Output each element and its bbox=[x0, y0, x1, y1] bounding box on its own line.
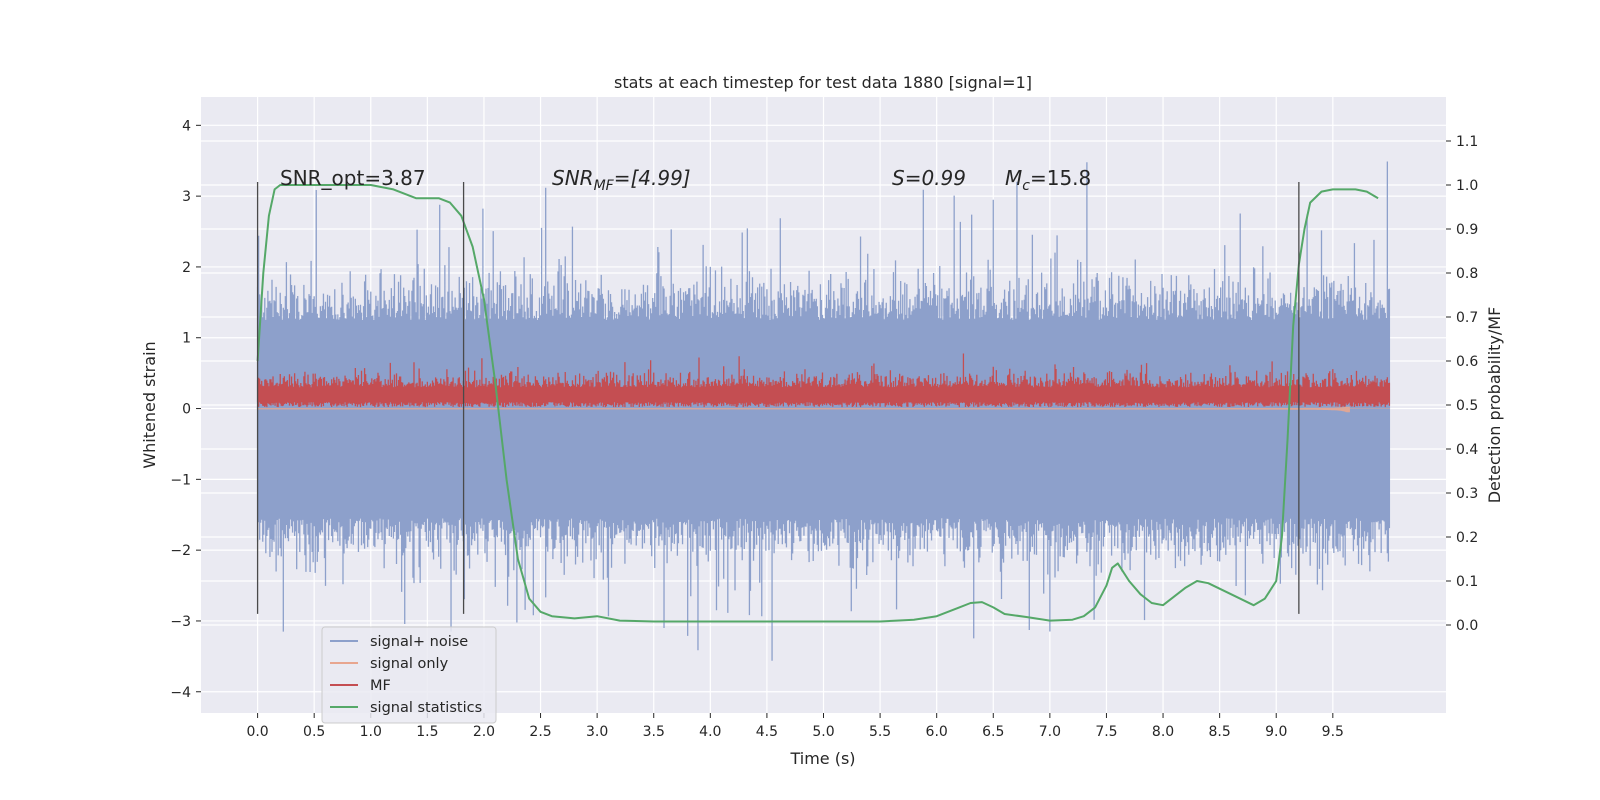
y-axis-label: Whitened strain bbox=[140, 341, 159, 468]
x-axis-label: Time (s) bbox=[789, 749, 855, 768]
marker-lines bbox=[256, 181, 1300, 614]
y-tick-label: 4 bbox=[182, 118, 191, 134]
x-tick-label: 7.5 bbox=[1095, 724, 1117, 740]
x-tick-label: 8.0 bbox=[1152, 724, 1174, 740]
y-right-tick-label: 0.8 bbox=[1456, 266, 1478, 282]
annotation-snr-mf: SNRMF=[4.99] bbox=[552, 166, 691, 194]
y-right-tick-label: 1.1 bbox=[1456, 134, 1478, 150]
x-tick-label: 3.0 bbox=[586, 724, 608, 740]
y-axis-right-label: Detection probability/MF bbox=[1485, 307, 1504, 504]
y-right-tick-label: 0.9 bbox=[1456, 222, 1478, 238]
x-tick-label: 7.0 bbox=[1039, 724, 1061, 740]
y-right-tick-label: 0.5 bbox=[1456, 398, 1478, 414]
y-right-tick-label: 0.4 bbox=[1456, 442, 1478, 458]
legend-label-mf: MF bbox=[370, 678, 391, 694]
annotation-snr-opt: SNR_opt=3.87 bbox=[280, 166, 426, 190]
y-right-tick-label: 1.0 bbox=[1456, 178, 1478, 194]
x-tick-label: 0.5 bbox=[303, 724, 325, 740]
y-right-tick-label: 0.1 bbox=[1456, 574, 1478, 590]
annotation-s: S=0.99 bbox=[892, 166, 966, 190]
y-right-tick-label: 0.6 bbox=[1456, 354, 1478, 370]
x-tick-label: 6.5 bbox=[982, 724, 1004, 740]
x-tick-label: 1.5 bbox=[416, 724, 438, 740]
series-layer bbox=[256, 161, 1391, 661]
y-tick-label: 2 bbox=[182, 260, 191, 276]
legend: signal+ noise signal only MF signal stat… bbox=[321, 626, 497, 724]
right-axis-ticks: 0.0 0.1 0.2 0.3 0.4 0.5 0.6 0.7 0.8 0.9 1.0 1.1 bbox=[1446, 134, 1478, 634]
x-tick-label: 3.5 bbox=[643, 724, 665, 740]
series-signal-statistics bbox=[256, 184, 1379, 623]
y-right-tick-label: 0.2 bbox=[1456, 530, 1478, 546]
x-tick-label: 1.0 bbox=[360, 724, 382, 740]
y-tick-label: 1 bbox=[182, 331, 191, 347]
y-tick-label: −4 bbox=[170, 685, 191, 701]
y-tick-label: −2 bbox=[170, 543, 191, 559]
y-tick-label: −3 bbox=[170, 614, 191, 630]
left-axis-ticks: −4 −3 −2 −1 0 1 2 3 4 bbox=[170, 118, 201, 701]
x-tick-label: 5.5 bbox=[869, 724, 891, 740]
y-right-tick-label: 0.0 bbox=[1456, 618, 1478, 634]
x-tick-label: 2.5 bbox=[529, 724, 551, 740]
chart-title: stats at each timestep for test data 188… bbox=[614, 73, 1032, 92]
x-tick-label: 9.0 bbox=[1265, 724, 1287, 740]
annotation-mc: Mc=15.8 bbox=[1005, 166, 1091, 194]
legend-label-signal-noise: signal+ noise bbox=[370, 634, 468, 650]
legend-label-signal-statistics: signal statistics bbox=[370, 700, 482, 716]
x-tick-label: 0.0 bbox=[246, 724, 268, 740]
x-axis-ticks: 0.0 0.5 1.0 1.5 2.0 2.5 3.0 3.5 4.0 4.5 5.0 5.5 6.0 6… bbox=[246, 713, 1344, 740]
x-tick-label: 5.0 bbox=[812, 724, 834, 740]
legend-label-signal-only: signal only bbox=[370, 656, 449, 672]
x-tick-label: 6.0 bbox=[926, 724, 948, 740]
x-tick-label: 8.5 bbox=[1209, 724, 1231, 740]
y-right-tick-label: 0.7 bbox=[1456, 310, 1478, 326]
x-tick-label: 4.5 bbox=[756, 724, 778, 740]
y-tick-label: 0 bbox=[182, 402, 191, 418]
y-tick-label: −1 bbox=[170, 472, 191, 488]
y-tick-label: 3 bbox=[182, 189, 191, 205]
x-tick-label: 4.0 bbox=[699, 724, 721, 740]
x-tick-label: 2.0 bbox=[473, 724, 495, 740]
y-right-tick-label: 0.3 bbox=[1456, 486, 1478, 502]
annotations: SNR_opt=3.87 SNRMF=[4.99] S=0.99 Mc=15.8 bbox=[280, 166, 1091, 194]
legend-box bbox=[321, 626, 497, 724]
x-tick-label: 9.5 bbox=[1322, 724, 1344, 740]
